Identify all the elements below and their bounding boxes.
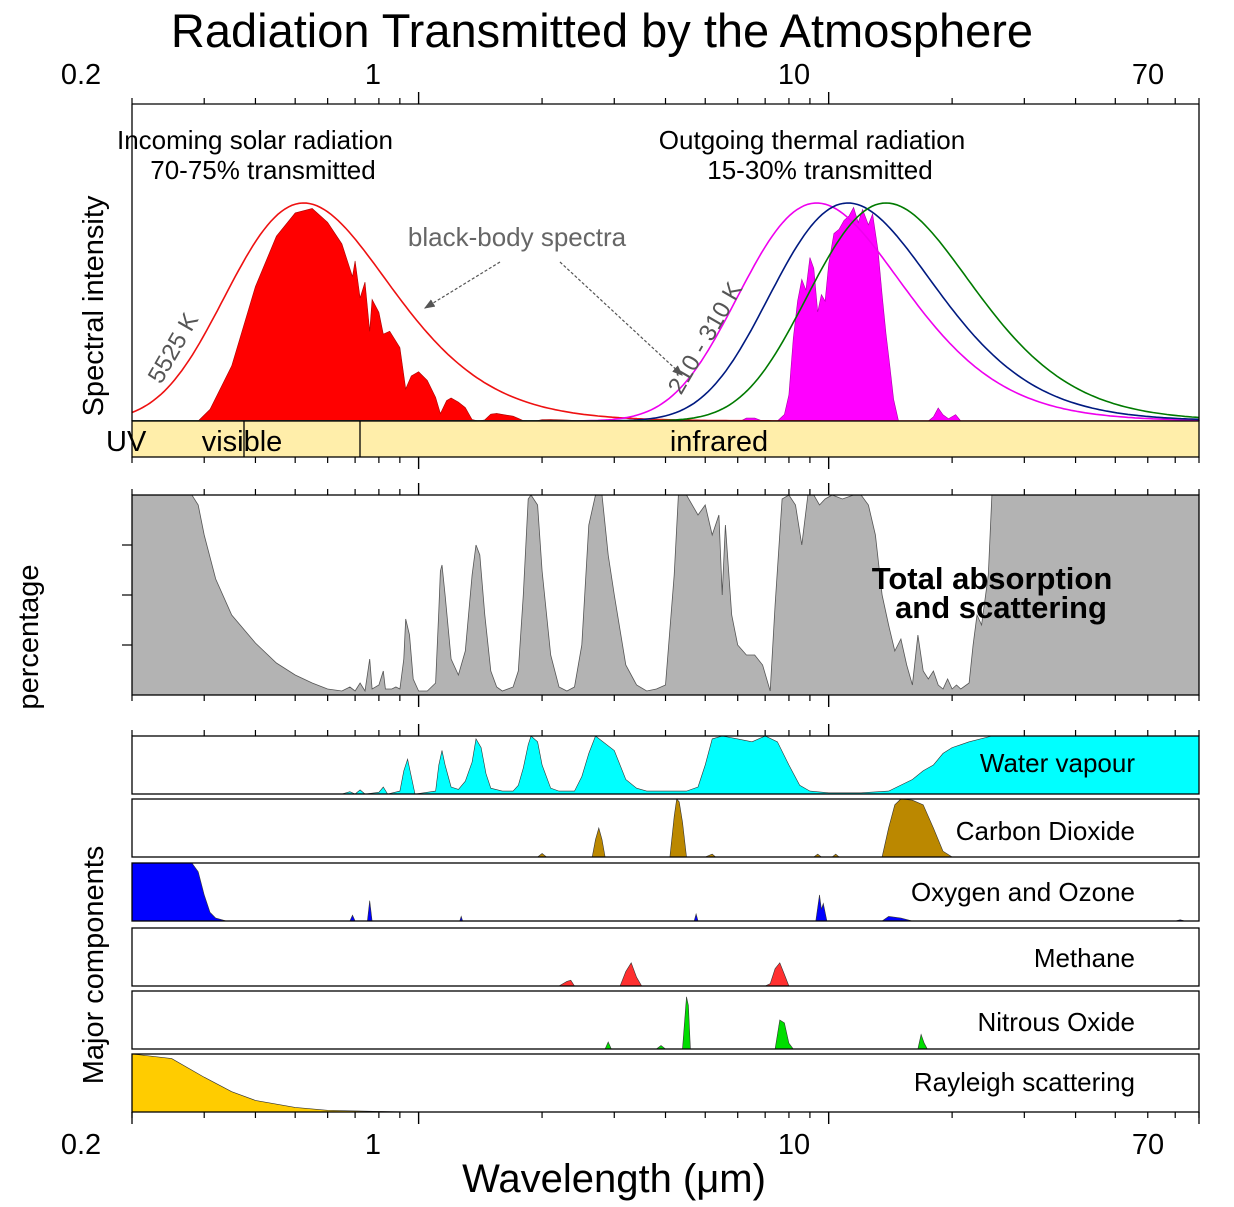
total-label-line-2: and scattering: [895, 590, 1107, 625]
thermal-annotation-line-1: Outgoing thermal radiation: [659, 125, 965, 155]
component-label-oxygen-and-ozone: Oxygen and Ozone: [911, 877, 1135, 907]
component-panel-rayleigh-scattering: Rayleigh scattering: [131, 1053, 1200, 1113]
bottom-tick-label-0.2: 0.2: [61, 1129, 101, 1161]
bottom-tick-label-10: 10: [778, 1129, 810, 1161]
component-panel-methane: Methane: [131, 927, 1200, 987]
bottom-ticks: [131, 724, 1200, 1124]
total-absorption-fill: [131, 494, 1200, 696]
chart-title: Radiation Transmitted by the Atmosphere: [171, 4, 1033, 57]
top-tick-label-10: 10: [778, 59, 810, 91]
blackbody-arrow-solar: [423, 261, 501, 309]
thermal-annotation-line-2: 15-30% transmitted: [707, 155, 932, 185]
component-area-water-vapour: [341, 735, 1200, 795]
blackbody-arrow-thermal: [559, 261, 683, 376]
top-tick-label-0.2: 0.2: [61, 59, 101, 91]
component-panel-oxygen-and-ozone: Oxygen and Ozone: [131, 862, 1200, 922]
bottom-tick-label-70: 70: [1132, 1129, 1164, 1161]
component-label-rayleigh-scattering: Rayleigh scattering: [914, 1067, 1135, 1097]
total-ticks: [122, 483, 1200, 707]
component-area-rayleigh-scattering: [131, 1053, 419, 1113]
component-label-nitrous-oxide: Nitrous Oxide: [978, 1007, 1136, 1037]
band-label-infrared: infrared: [670, 426, 768, 458]
component-label-carbon-dioxide: Carbon Dioxide: [956, 816, 1135, 846]
top-tick-label-1: 1: [365, 59, 381, 91]
spectrum-panel: UV visible infrared Incoming solar radia…: [78, 92, 1200, 469]
total-absorption-panel: Total absorption and scattering percenta…: [13, 483, 1200, 710]
component-panel-carbon-dioxide: Carbon Dioxide: [131, 798, 1200, 858]
components-y-axis-label: Major components: [78, 846, 110, 1085]
transmitted-thermal-area-1: [776, 206, 899, 422]
band-label-visible: visible: [202, 426, 283, 458]
component-frame-oxygen-and-ozone: [131, 862, 1200, 922]
band-label-uv: UV: [106, 426, 147, 458]
component-area-methane: [557, 962, 790, 987]
spectrum-y-axis-label: Spectral intensity: [78, 195, 110, 416]
component-frame-nitrous-oxide: [131, 990, 1200, 1050]
top-tick-label-70: 70: [1132, 59, 1164, 91]
component-panel-water-vapour: Water vapour: [131, 735, 1200, 795]
total-frame: [131, 494, 1200, 696]
component-frame-methane: [131, 927, 1200, 987]
component-frame-carbon-dioxide: [131, 798, 1200, 858]
component-area-carbon-dioxide: [536, 798, 954, 858]
total-label-line-1: Total absorption: [872, 561, 1113, 596]
component-label-water-vapour: Water vapour: [980, 748, 1135, 778]
solar-annotation-line-1: Incoming solar radiation: [117, 125, 393, 155]
major-components-panels: Water vapour Carbon Dioxide Oxygen and Ozo…: [131, 735, 1200, 1113]
temperature-label-solar: 5525 K: [143, 309, 204, 388]
temperature-label-thermal: 210 - 310 K: [663, 278, 748, 399]
component-label-methane: Methane: [1034, 943, 1135, 973]
component-area-nitrous-oxide: [604, 996, 928, 1050]
blackbody-annotation: black-body spectra: [408, 222, 627, 252]
x-axis-label: Wavelength (μm): [462, 1157, 766, 1201]
solar-annotation-line-2: 70-75% transmitted: [150, 155, 375, 185]
transmitted-thermal-area-3: [927, 407, 962, 422]
band-bar: [131, 420, 1200, 458]
component-panel-nitrous-oxide: Nitrous Oxide: [131, 990, 1200, 1050]
total-absorption-area: [131, 494, 1200, 696]
spectrum-ticks: [131, 92, 1200, 469]
bottom-tick-label-1: 1: [365, 1129, 381, 1161]
percentage-y-axis-label: percentage: [13, 564, 45, 709]
